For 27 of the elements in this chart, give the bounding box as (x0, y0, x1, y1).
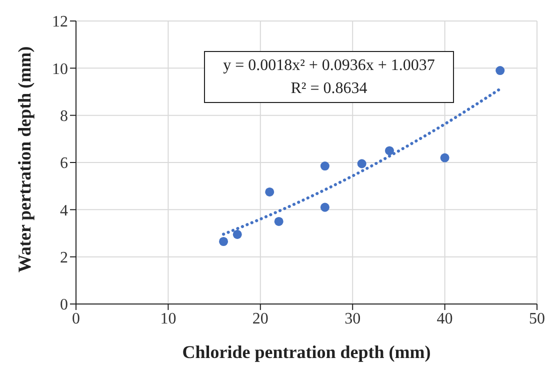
x-tick-label: 10 (160, 310, 176, 328)
point (265, 187, 274, 196)
x-tick-label: 30 (344, 310, 361, 328)
x-tick-label: 20 (252, 310, 268, 328)
y-axis-title: Water pertration depth (mm) (14, 46, 34, 272)
point (274, 216, 284, 226)
y-tick-label: 0 (60, 296, 68, 314)
y-tick-label: 4 (60, 202, 68, 220)
point (219, 237, 228, 246)
point (357, 159, 366, 168)
y-tick-label: 10 (52, 60, 68, 78)
x-axis-title: Chloride pentration depth (mm) (182, 342, 431, 362)
y-tick-label: 8 (60, 108, 68, 126)
x-tick-label: 0 (72, 310, 80, 328)
point (320, 202, 330, 212)
y-tick-label: 2 (60, 250, 68, 267)
annotation: R² = 0.8634 (290, 79, 368, 99)
y-tick-label: 12 (52, 14, 68, 31)
annotation: y = 0.0018x² + 0.0936x + 1.0037 (222, 56, 436, 76)
point (496, 66, 505, 76)
y-tick-label: 6 (60, 155, 68, 172)
point (232, 230, 242, 239)
x-tick-label: 50 (529, 310, 545, 328)
point (320, 162, 330, 171)
point (384, 146, 394, 156)
point (440, 153, 450, 162)
x-tick-label: 40 (436, 310, 453, 328)
